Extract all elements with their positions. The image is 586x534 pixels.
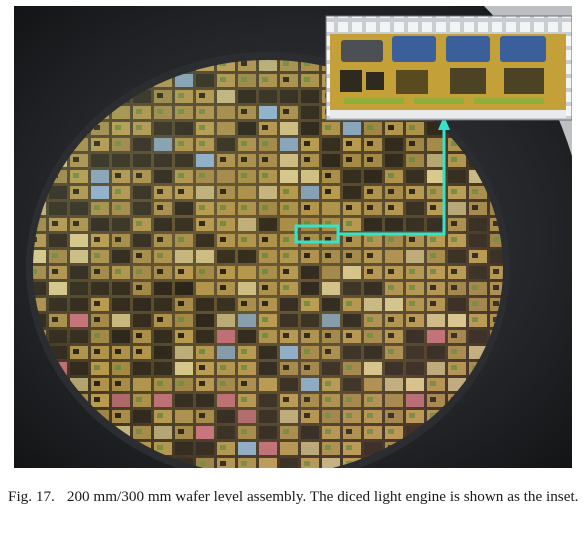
inset-chip-3: [446, 36, 490, 62]
inset-chip-4: [500, 36, 546, 62]
inset-chip-1: [341, 40, 383, 62]
inset-connector-arrowhead: [438, 116, 450, 130]
figure-caption-text: 200 mm/300 mm wafer level assembly. The …: [66, 488, 579, 505]
inset-chip-2: [392, 36, 436, 62]
wafer-sheen: [33, 60, 503, 468]
figure-caption: Fig. 17. 200 mm/300 mm wafer level assemb…: [8, 487, 580, 506]
wafer-photo: [14, 6, 572, 468]
light-engine-inset: [325, 15, 572, 121]
wafer-image: [14, 6, 572, 468]
figure-label: Fig. 17.: [8, 488, 55, 505]
inset-connector-line: [338, 128, 446, 236]
